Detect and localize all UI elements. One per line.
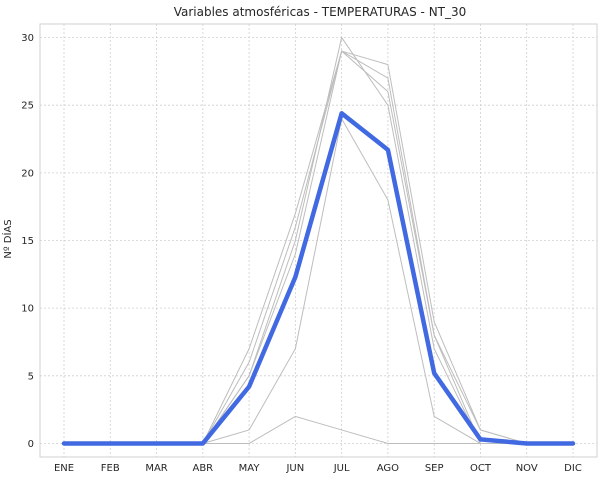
grid: [40, 24, 597, 457]
background-series-line: [64, 51, 573, 443]
main-series-group: [64, 113, 573, 443]
x-tick-label: NOV: [516, 463, 538, 474]
x-tick-label: OCT: [470, 463, 492, 474]
x-tick-label: ENE: [54, 463, 74, 474]
x-tick-label: FEB: [101, 463, 120, 474]
x-tick-label: JUN: [285, 463, 304, 474]
x-tick-label: MAR: [145, 463, 167, 474]
main-series-line: [64, 113, 573, 443]
x-tick-label: JUL: [333, 463, 350, 474]
x-tick-label: SEP: [425, 463, 444, 474]
x-tick-label: MAY: [239, 463, 261, 474]
y-tick-label: 20: [21, 168, 34, 179]
y-tick-label: 30: [21, 33, 34, 44]
y-tick-label: 10: [21, 304, 34, 315]
background-series-line: [64, 51, 573, 443]
y-tick-label: 5: [28, 371, 34, 382]
x-tick-label: ABR: [192, 463, 213, 474]
background-series-line: [64, 51, 573, 443]
y-tick-label: 0: [28, 439, 34, 450]
y-axis-label: Nº DÍAS: [1, 219, 14, 258]
chart-title: Variables atmosféricas - TEMPERATURAS - …: [174, 5, 467, 19]
y-tick-label: 15: [21, 236, 34, 247]
background-series-line: [64, 119, 573, 444]
x-tick-label: AGO: [377, 463, 399, 474]
x-tick-label: DIC: [564, 463, 582, 474]
y-tick-label: 25: [21, 101, 34, 112]
